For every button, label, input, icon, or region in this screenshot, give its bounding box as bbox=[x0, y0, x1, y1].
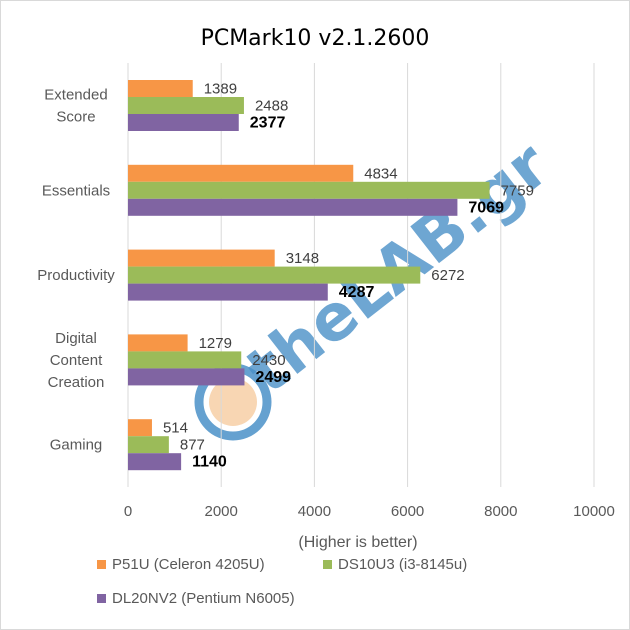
x-tick-label: 6000 bbox=[391, 503, 424, 520]
category-label: Essentials bbox=[42, 182, 110, 199]
axes: 0 2000 4000 6000 8000 10000 Extended Score Essen… bbox=[37, 87, 615, 521]
bar bbox=[128, 266, 421, 284]
legend: P51U (Celeron 4205U) DS10U3 (i3-8145u) DL2… bbox=[97, 556, 467, 607]
data-label: 1389 bbox=[204, 81, 237, 98]
data-label: 7759 bbox=[501, 182, 534, 199]
data-label: 2377 bbox=[250, 115, 286, 132]
bar bbox=[128, 249, 275, 267]
data-label: 1279 bbox=[199, 335, 232, 352]
x-tick-label: 10000 bbox=[573, 503, 615, 520]
legend-label: DS10U3 (i3-8145u) bbox=[338, 556, 467, 573]
data-label: 1140 bbox=[192, 454, 227, 471]
bar bbox=[128, 368, 245, 386]
legend-swatch bbox=[97, 594, 106, 603]
legend-label: P51U (Celeron 4205U) bbox=[112, 556, 265, 573]
bars bbox=[128, 80, 490, 471]
x-tick-label: 0 bbox=[124, 503, 132, 520]
bar bbox=[128, 334, 188, 352]
legend-swatch bbox=[323, 560, 332, 569]
bar bbox=[128, 80, 193, 97]
data-label: 2488 bbox=[255, 98, 288, 115]
data-label: 877 bbox=[180, 437, 205, 454]
category-label: Productivity bbox=[37, 267, 115, 284]
data-label: 7069 bbox=[468, 199, 504, 216]
data-label: 2430 bbox=[252, 352, 285, 369]
data-label: 3148 bbox=[286, 250, 319, 267]
bar bbox=[128, 198, 458, 216]
data-label: 514 bbox=[163, 420, 188, 437]
bar bbox=[128, 436, 169, 454]
bar bbox=[128, 97, 244, 114]
category-label: Gaming bbox=[50, 437, 103, 454]
x-axis-title: (Higher is better) bbox=[298, 534, 417, 551]
data-label: 6272 bbox=[431, 267, 464, 284]
bar bbox=[128, 419, 152, 437]
chart-title: PCMark10 v2.1.2600 bbox=[201, 26, 430, 51]
x-tick-label: 2000 bbox=[205, 503, 238, 520]
bar bbox=[128, 453, 182, 471]
bar bbox=[128, 114, 239, 131]
data-label: 4834 bbox=[364, 165, 397, 182]
legend-label: DL20NV2 (Pentium N6005) bbox=[112, 590, 295, 607]
bar bbox=[128, 351, 242, 369]
x-tick-label: 8000 bbox=[484, 503, 517, 520]
category-label: Digital Content Creation bbox=[48, 330, 105, 391]
category-label: Extended Score bbox=[44, 87, 107, 126]
data-label: 4287 bbox=[339, 284, 375, 301]
bar bbox=[128, 164, 354, 182]
x-tick-label: 4000 bbox=[298, 503, 331, 520]
bar bbox=[128, 181, 490, 199]
bar bbox=[128, 283, 328, 301]
data-label: 2499 bbox=[255, 369, 291, 386]
legend-swatch bbox=[97, 560, 106, 569]
